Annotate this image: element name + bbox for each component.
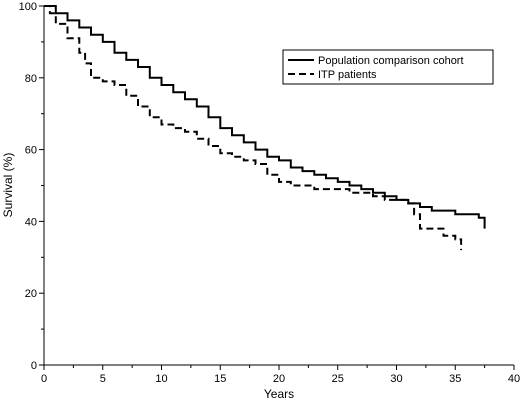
legend-label-itp: ITP patients [318,69,377,81]
legend: Population comparison cohort ITP patient… [282,49,494,85]
series-layer [44,5,486,251]
x-tick-label: 15 [214,373,226,385]
x-tick-label: 30 [390,373,402,385]
y-tick-label: 40 [25,216,37,228]
y-tick-label: 60 [25,145,37,157]
axes: 0 5 10 15 20 25 30 35 40 0 20 40 60 80 100 [19,1,520,385]
x-axis-title: Years [264,387,294,401]
x-tick-label: 40 [508,373,520,385]
x-tick-label: 0 [41,373,47,385]
y-axis-title: Survival (%) [1,153,15,218]
x-tick-label: 20 [273,373,285,385]
y-tick-label: 0 [31,360,37,372]
x-tick-label: 5 [100,373,106,385]
x-tick-label: 25 [332,373,344,385]
series-line-population [44,5,486,229]
legend-box [282,49,494,85]
x-tick-label: 35 [449,373,461,385]
y-tick-label: 100 [19,1,37,13]
legend-label-population: Population comparison cohort [318,55,464,67]
x-tick-label: 10 [155,373,167,385]
y-tick-label: 20 [25,288,37,300]
y-tick-label: 80 [25,73,37,85]
